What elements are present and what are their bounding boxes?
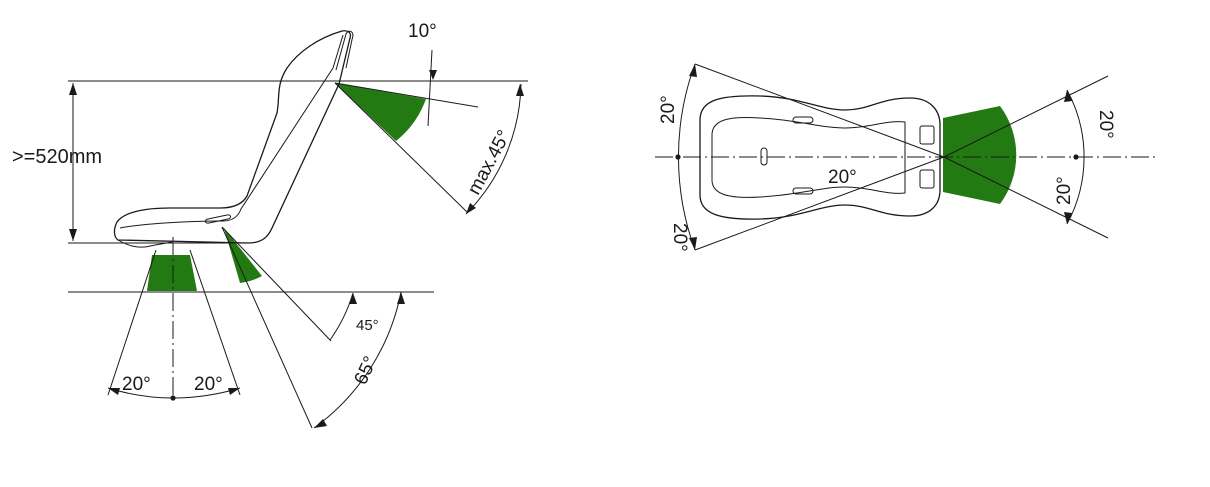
- belt-65-arrow-bottom: [314, 419, 327, 428]
- top-slot-lower: [792, 187, 814, 195]
- shoulder-belt-upper-line: [334, 82, 479, 108]
- crotch-arrow-right: [228, 388, 240, 395]
- right-angle-arc: [1066, 89, 1085, 225]
- right-arc-arrow-top: [1064, 90, 1072, 102]
- head-max-arc: [465, 83, 522, 215]
- shoulder-belt-lower-line: [334, 82, 468, 213]
- belt-45-label: 45°: [356, 317, 379, 334]
- crotch-belt-zone: [147, 255, 197, 291]
- top-seat-outline: [699, 95, 941, 220]
- left-upper-label: 20°: [658, 95, 679, 124]
- top-view: 20° 20° 20° 20° 20°: [655, 63, 1158, 252]
- right-arc-center-dot: [1073, 154, 1079, 160]
- top-shoulder-slot-lower: [919, 169, 935, 189]
- belt-65-label: 65°: [350, 353, 381, 388]
- left-lower-label: 20°: [669, 223, 690, 252]
- lap-belt-zone: [224, 228, 262, 283]
- crotch-left-label: 20°: [122, 374, 151, 395]
- crotch-right-line: [189, 249, 241, 396]
- top-slot-upper: [792, 116, 814, 124]
- top-seat-inner: [711, 117, 906, 198]
- seat-back-rail: [335, 30, 354, 71]
- left-lower-belt-line: [694, 156, 945, 251]
- lap-belt-65-line: [221, 226, 313, 429]
- height-label: >=520mm: [12, 146, 102, 168]
- shoulder-belt-zone: [335, 83, 426, 141]
- seat-outline: [113, 30, 352, 244]
- crotch-arc-center-dot: [170, 395, 176, 401]
- left-upper-belt-line: [694, 63, 945, 158]
- center-angle-label: 20°: [828, 167, 857, 188]
- belt-65-arrow-top: [397, 292, 405, 304]
- head-tilt-tick: [427, 49, 433, 127]
- crotch-right-label: 20°: [194, 374, 223, 395]
- belt-45-arc: [329, 292, 354, 341]
- left-arc-arrow-bottom: [689, 237, 697, 250]
- belt-45-arrow: [349, 293, 357, 304]
- seat-inner-edge: [119, 34, 344, 229]
- height-arrow-bottom: [69, 229, 77, 241]
- head-max-label: max.45°: [464, 127, 515, 199]
- side-view: >=520mm 10° max.45° 45° 65° 20° 20°: [12, 21, 528, 429]
- head-max-arrow-top: [516, 84, 524, 96]
- seat-front-lip: [117, 239, 173, 248]
- right-lower-belt-line: [943, 156, 1109, 239]
- top-slot-center: [760, 147, 768, 166]
- crotch-left-line: [107, 249, 157, 396]
- head-tilt-label: 10°: [408, 21, 437, 42]
- top-shoulder-slot-upper: [919, 125, 935, 145]
- lap-belt-45-line: [221, 226, 332, 342]
- shoulder-belt-top-zone: [943, 106, 1017, 204]
- crotch-arrow-left: [108, 388, 120, 395]
- right-upper-belt-line: [943, 75, 1109, 158]
- height-arrow-top: [69, 83, 77, 95]
- belt-65-arc: [313, 291, 402, 429]
- left-arc-arrow-top: [689, 64, 697, 77]
- left-arc-center-dot: [675, 154, 681, 160]
- right-arc-arrow-bottom: [1064, 212, 1072, 224]
- right-lower-label: 20°: [1054, 176, 1075, 205]
- head-max-arrow-bottom: [466, 203, 476, 214]
- lap-belt-slot: [205, 214, 231, 224]
- right-upper-label: 20°: [1095, 110, 1116, 139]
- head-tilt-arrow: [429, 70, 437, 80]
